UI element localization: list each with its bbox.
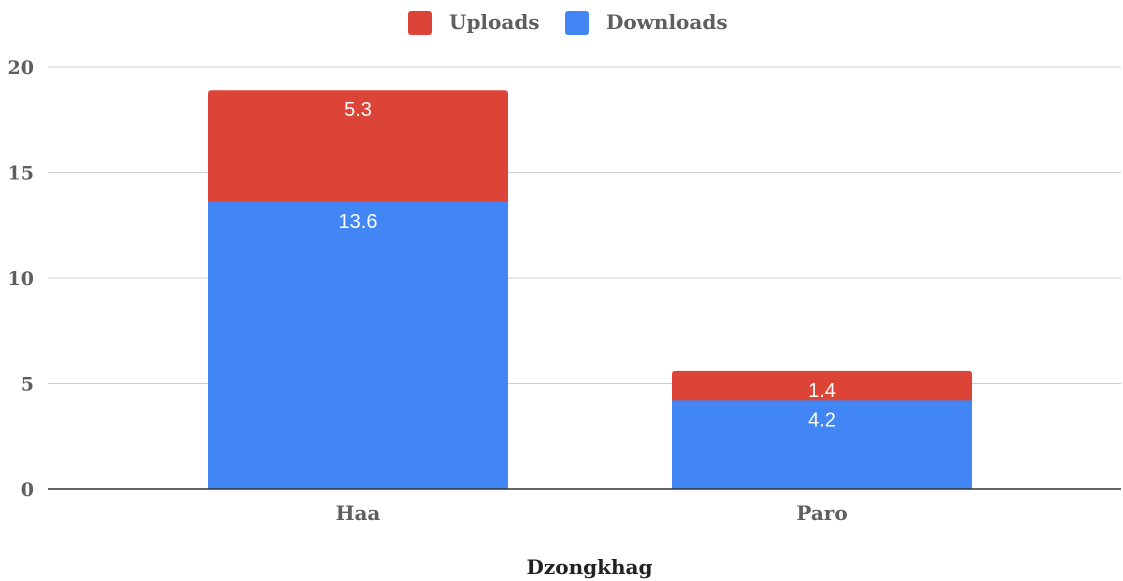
y-tick-label: 15 — [8, 163, 34, 185]
y-tick-label: 5 — [21, 374, 34, 396]
legend-label: Uploads — [449, 10, 540, 34]
legend-item-uploads[interactable]: Uploads — [408, 10, 540, 35]
legend-label: Downloads — [606, 10, 728, 34]
bar-uploads-paro[interactable] — [672, 370, 972, 405]
bar-downloads-haa[interactable] — [208, 202, 508, 490]
bar-downloads-paro[interactable] — [672, 400, 972, 489]
y-tick-label: 20 — [8, 57, 34, 79]
legend[interactable]: Uploads Downloads — [408, 10, 728, 35]
y-axis-ticks: 0 5 10 15 20 — [8, 57, 34, 501]
x-axis-ticks: Haa Paro — [336, 501, 848, 525]
x-axis-title: Dzongkhag — [527, 555, 653, 579]
x-tick-label: Paro — [796, 501, 847, 525]
bars — [208, 90, 972, 490]
data-label-uploads-paro: 1.4 — [808, 380, 836, 402]
data-label-downloads-haa: 13.6 — [339, 211, 378, 233]
data-label-downloads-paro: 4.2 — [808, 409, 836, 431]
data-label-uploads-haa: 5.3 — [344, 99, 372, 121]
data-labels: 5.3 13.6 1.4 4.2 — [339, 99, 836, 431]
y-tick-label: 0 — [21, 479, 34, 501]
x-tick-label: Haa — [336, 501, 381, 525]
y-tick-label: 10 — [8, 268, 34, 290]
legend-item-downloads[interactable]: Downloads — [565, 10, 728, 35]
legend-swatch — [408, 11, 432, 35]
bar-uploads-haa[interactable] — [208, 90, 508, 207]
legend-swatch — [565, 11, 589, 35]
